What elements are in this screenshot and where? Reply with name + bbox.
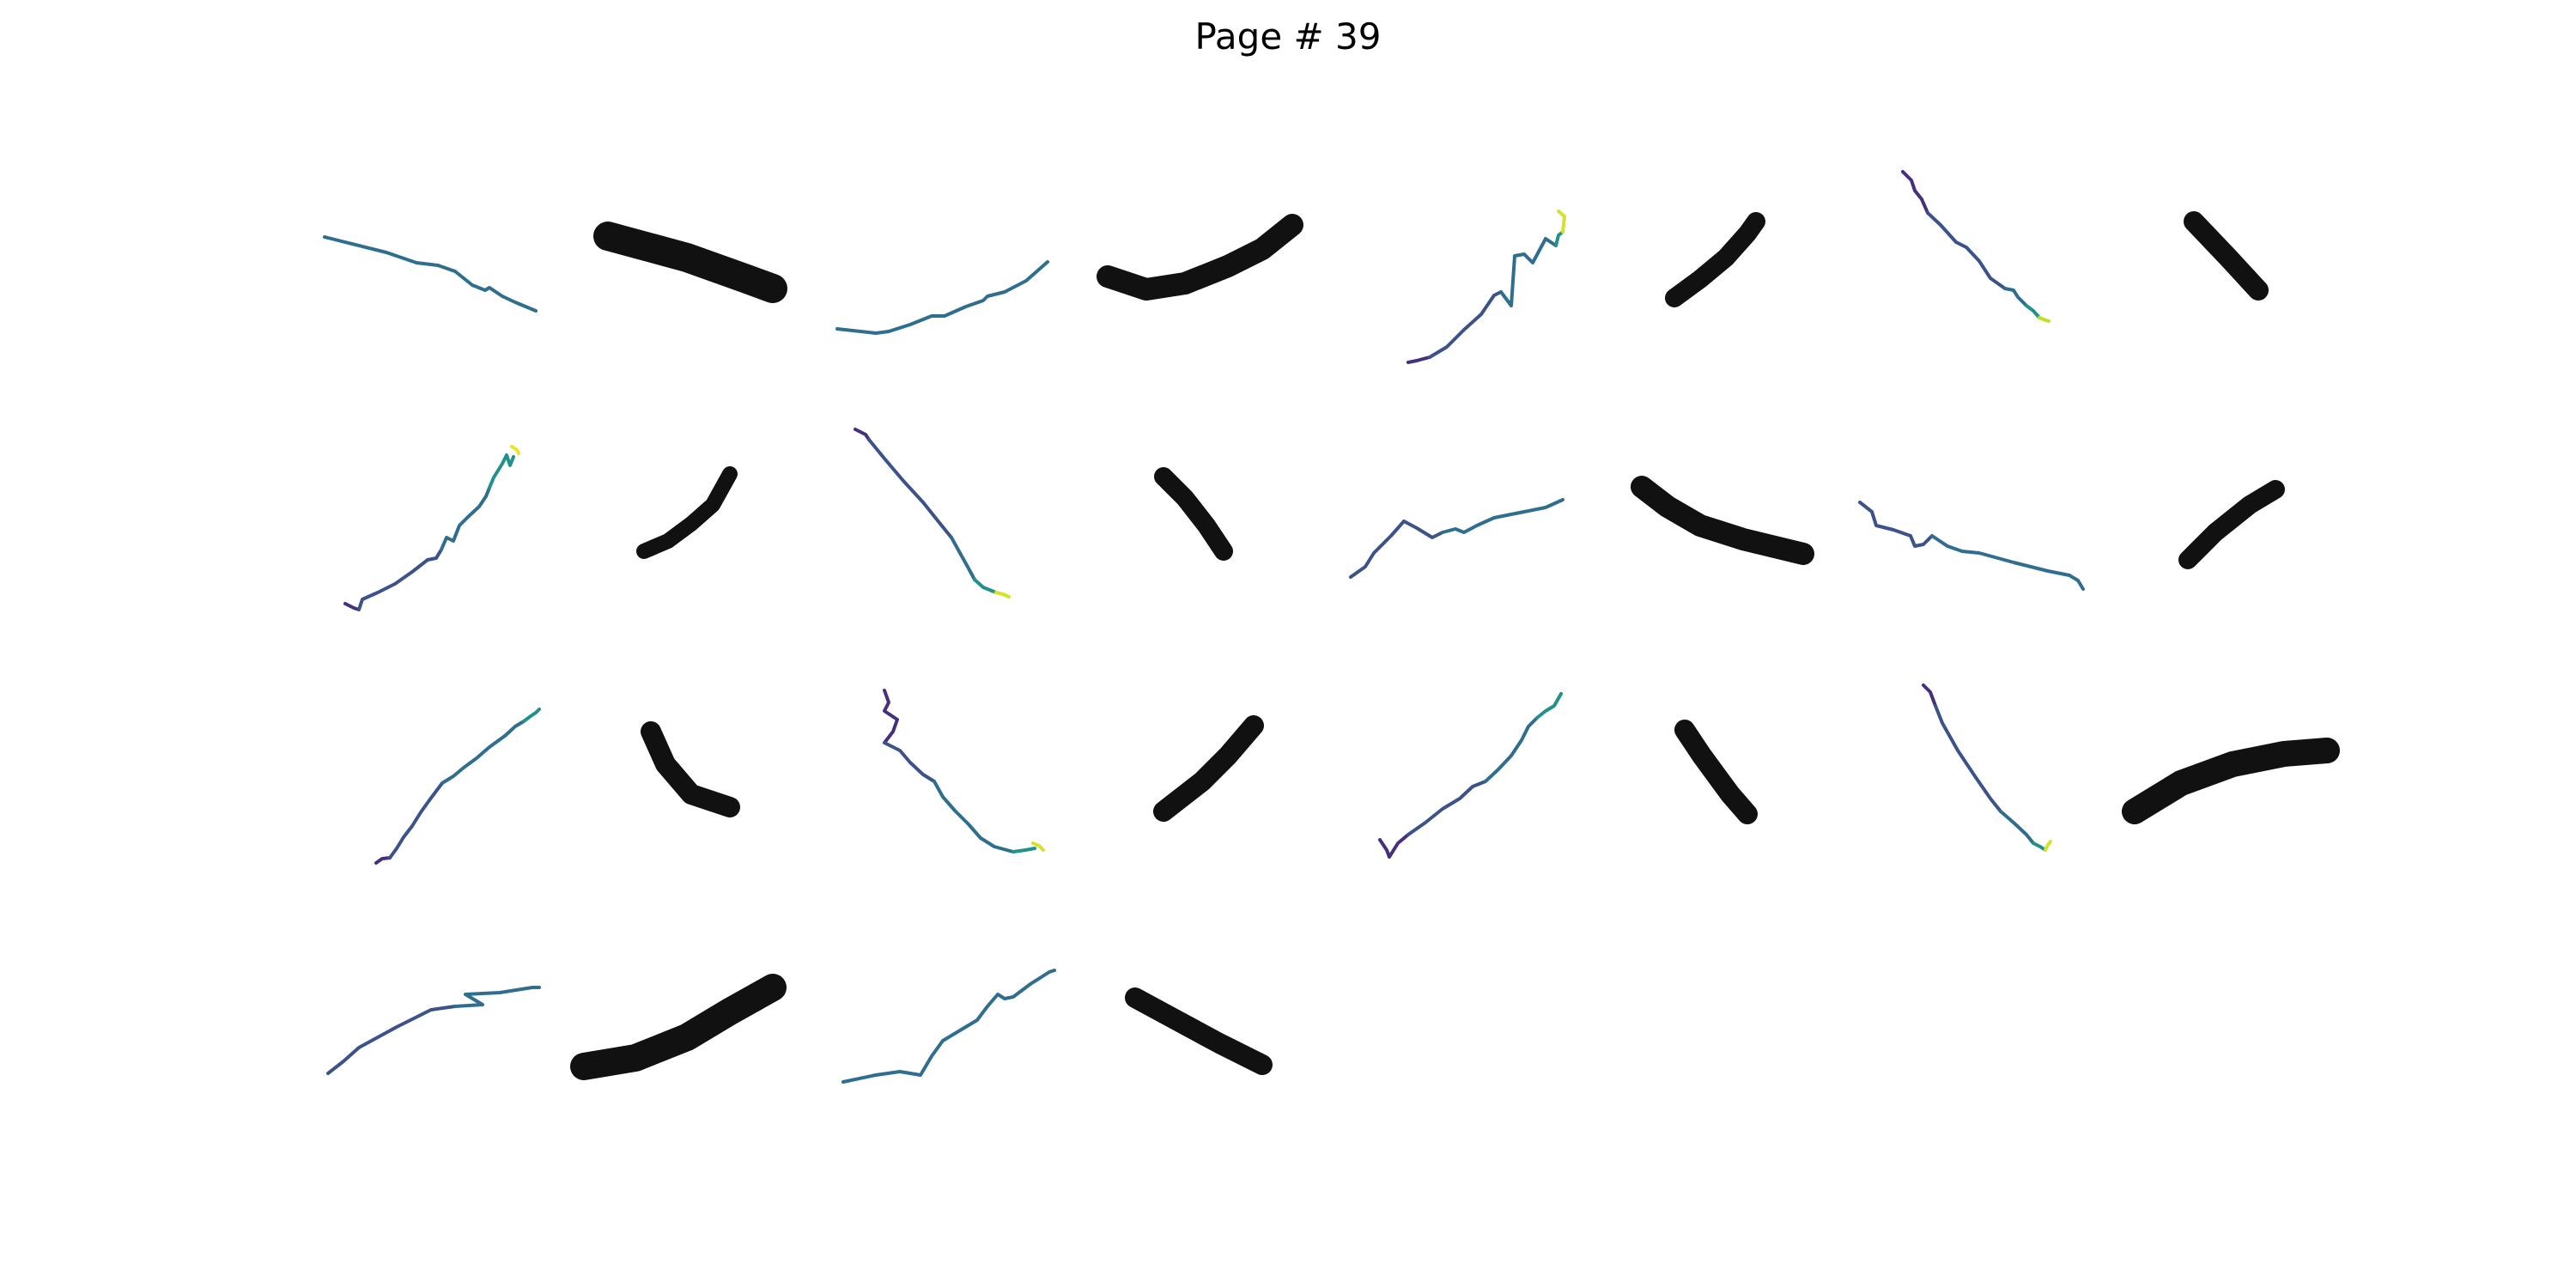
trajectory-panel — [1901, 170, 2050, 323]
stroke-image-panel — [1125, 987, 1273, 1075]
stroke-image-panel — [1154, 467, 1233, 561]
trajectory-panel — [374, 708, 541, 865]
stroke-image-panel — [2184, 211, 2269, 301]
trajectory-panel — [323, 235, 538, 313]
stroke-image-panel — [1665, 212, 1765, 307]
stroke-image-panel — [636, 466, 738, 559]
trajectory-panel — [1922, 683, 2052, 852]
stroke-image-panel — [1674, 720, 1758, 824]
stroke-image-panel — [2122, 738, 2340, 824]
stroke-image-panel — [593, 222, 787, 303]
stroke-image-panel — [641, 721, 740, 817]
trajectory-panel — [1378, 692, 1563, 859]
page-title: Page # 39 — [1194, 15, 1382, 58]
trajectory-panel — [343, 445, 520, 611]
trajectory-panel — [841, 969, 1056, 1084]
stroke-image-panel — [1153, 715, 1264, 822]
trajectory-panel — [835, 260, 1049, 335]
trajectory-panel — [1406, 210, 1566, 364]
trajectory-panel — [1858, 501, 2085, 591]
trajectory-panel — [883, 689, 1045, 854]
trajectory-panel — [854, 428, 1011, 598]
stroke-image-panel — [570, 974, 787, 1080]
trajectory-panel — [326, 986, 541, 1075]
stroke-image-panel — [1631, 476, 1814, 565]
trajectory-panel — [1349, 498, 1564, 579]
stroke-image-panel — [1097, 214, 1303, 301]
stroke-image-panel — [2178, 480, 2285, 569]
